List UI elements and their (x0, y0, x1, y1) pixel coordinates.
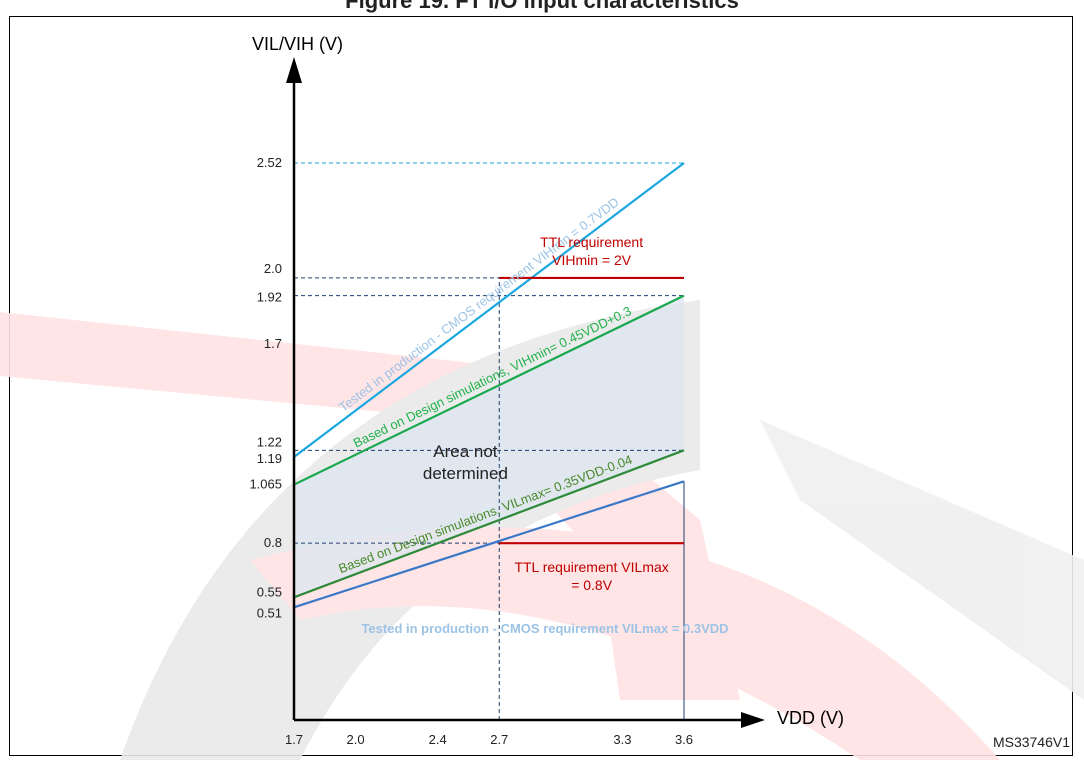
y-tick-label-2: 1.92 (257, 290, 282, 305)
vilmax-cmos-label: Tested in production - CMOS requirement … (361, 621, 728, 636)
vihmin-design-line (293, 294, 685, 486)
x-tick-label-5: 3.6 (675, 732, 693, 747)
y-tick-label-3: 1.7 (264, 336, 282, 351)
vihmin-cmos-line (293, 162, 685, 458)
guide-lines-layer (294, 162, 685, 720)
ttl-vih-label-line-1: VIHmin = 2V (552, 252, 632, 268)
y-tick-label-9: 0.51 (257, 605, 282, 620)
watermark-gray-tail (760, 420, 1084, 700)
y-tick-label-7: 0.8 (264, 535, 282, 550)
vilmax-design-line (293, 449, 685, 599)
y-tick-label-4: 1.22 (257, 434, 282, 449)
x-tick-label-3: 2.7 (490, 732, 508, 747)
series-layer (293, 162, 685, 609)
y-axis-arrow (286, 57, 302, 83)
reference-code: MS33746V1 (993, 734, 1070, 750)
area-label: Area not determined (423, 442, 508, 483)
area-label-line-0: Area not (433, 442, 498, 461)
x-tick-label-1: 2.0 (347, 732, 365, 747)
x-tick-label-2: 2.4 (429, 732, 447, 747)
y-tick-label-1: 2.0 (264, 261, 282, 276)
axes-layer: VDD (V) VIL/VIH (V) 1.7 2.0 2.4 2.7 3.3 3.6 2.52… (249, 34, 844, 747)
x-axis-label: VDD (V) (777, 708, 844, 728)
vilmax-cmos-line (293, 480, 685, 609)
x-tick-label-4: 3.3 (613, 732, 631, 747)
figure-header: Figure 19. FT I/O input characteristics (0, 0, 1084, 16)
ttl-vil-label-line-0: TTL requirement VILmax (514, 559, 668, 575)
y-tick-label-5: 1.19 (257, 451, 282, 466)
y-tick-label-6: 1.065 (249, 477, 282, 492)
area-label-line-1: determined (423, 464, 508, 483)
y-tick-label-0: 2.52 (257, 155, 282, 170)
ttl-vih-label-line-0: TTL requirement (540, 234, 643, 250)
ttl-vil-label-line-1: = 0.8V (571, 577, 613, 593)
figure-frame (9, 16, 1073, 756)
x-tick-label-0: 1.7 (285, 732, 303, 747)
undetermined-region-layer (294, 295, 684, 598)
ttl-vih-label: TTL requirement VIHmin = 2V (540, 234, 643, 268)
y-axis-label: VIL/VIH (V) (252, 34, 343, 54)
ttl-vil-label: TTL requirement VILmax = 0.8V (514, 559, 668, 593)
figure-title-fragment: Figure 19. FT I/O input characteristics (345, 0, 739, 13)
y-tick-label-8: 0.55 (257, 584, 282, 599)
watermark-red-arc (250, 527, 1000, 760)
x-axis-arrow (741, 712, 765, 728)
undetermined-region (294, 295, 684, 598)
